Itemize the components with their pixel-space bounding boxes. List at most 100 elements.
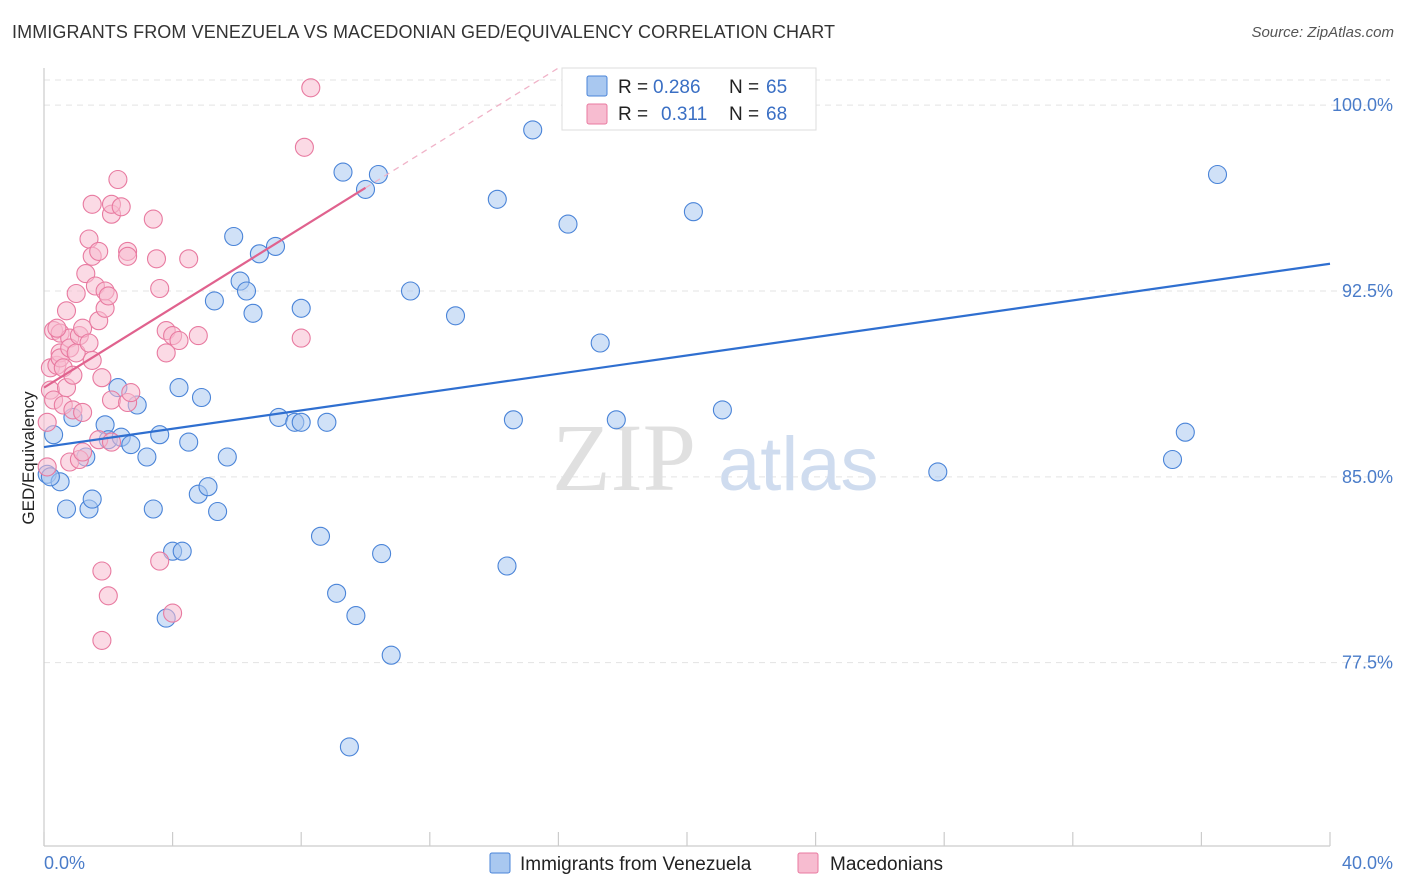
macedonians-point — [294, 137, 314, 157]
macedonians-point — [111, 197, 131, 217]
legend-swatch-pink — [586, 103, 608, 125]
venezuela-point — [497, 556, 517, 576]
y-axis-label: GED/Equivalency — [19, 391, 38, 525]
venezuela-point — [169, 378, 189, 398]
venezuela-point — [121, 435, 141, 455]
bottom-legend: Immigrants from Venezuela Macedonians — [489, 852, 943, 875]
venezuela-point — [346, 606, 366, 626]
x-tick-label-min: 0.0% — [44, 853, 85, 873]
macedonians-point — [98, 286, 118, 306]
legend-r-value-pink: 0.311 — [661, 104, 707, 125]
macedonians-point — [82, 194, 102, 214]
venezuela-point — [82, 489, 102, 509]
venezuela-point — [381, 645, 401, 665]
venezuela-point — [198, 477, 218, 497]
macedonians-point — [150, 551, 170, 571]
macedonians-point — [150, 278, 170, 299]
venezuela-point — [487, 189, 507, 209]
macedonians-point — [92, 368, 112, 388]
macedonians-point — [79, 333, 99, 353]
venezuela-point — [143, 499, 163, 519]
y-tick-label: 77.5% — [1342, 653, 1393, 673]
macedonians-point — [301, 78, 321, 98]
macedonians-point — [188, 326, 208, 346]
venezuela-point — [191, 387, 212, 408]
macedonians-point — [37, 412, 57, 432]
trend-line-venezuela — [43, 262, 1331, 449]
x-tick-marks — [43, 832, 1331, 846]
watermark: ZIP atlas — [552, 404, 879, 511]
venezuela-point — [683, 202, 703, 222]
trend-lines — [43, 67, 1331, 449]
venezuela-point — [1175, 422, 1195, 442]
macedonians-point — [169, 330, 189, 351]
macedonians-point — [163, 603, 183, 623]
legend-n-label-blue: N = — [729, 77, 759, 98]
bottom-legend-swatch-venezuela — [489, 852, 511, 874]
venezuela-point — [310, 526, 331, 546]
venezuela-point — [928, 462, 948, 482]
series-macedonians-points — [37, 78, 321, 650]
macedonians-point — [47, 318, 67, 338]
bottom-legend-label-venezuela: Immigrants from Venezuela — [520, 854, 752, 875]
venezuela-point — [137, 447, 157, 467]
macedonians-point — [291, 328, 311, 348]
macedonians-point — [121, 383, 141, 403]
legend-r-label-blue: R = — [618, 77, 648, 98]
chart-source: Source: ZipAtlas.com — [1251, 24, 1394, 41]
macedonians-point — [156, 343, 176, 363]
venezuela-point — [590, 333, 610, 353]
legend-swatch-blue — [586, 75, 608, 97]
venezuela-point — [327, 583, 347, 603]
y-tick-label: 92.5% — [1342, 281, 1393, 301]
venezuela-point — [179, 432, 199, 452]
venezuela-point — [317, 412, 337, 432]
macedonians-point — [146, 249, 167, 269]
venezuela-point — [400, 281, 421, 301]
venezuela-point — [558, 214, 578, 234]
legend-r-value-blue: 0.286 — [653, 77, 701, 98]
macedonians-point — [118, 246, 138, 266]
macedonians-point — [108, 169, 128, 190]
venezuela-point — [712, 400, 732, 420]
legend-r-label-pink: R = — [618, 104, 648, 125]
venezuela-point — [269, 407, 289, 427]
venezuela-point — [355, 179, 376, 199]
venezuela-point — [1162, 449, 1183, 470]
trend-line-macedonians — [43, 186, 367, 389]
chart-title: IMMIGRANTS FROM VENEZUELA VS MACEDONIAN … — [12, 22, 836, 42]
venezuela-point — [150, 425, 170, 445]
y-tick-labels: 77.5% 85.0% 92.5% 100.0% — [1332, 95, 1393, 672]
macedonians-point — [73, 402, 93, 422]
x-tick-label-max: 40.0% — [1342, 853, 1393, 873]
macedonians-point — [56, 301, 77, 321]
watermark-atlas: atlas — [718, 422, 879, 507]
macedonians-point — [89, 241, 109, 261]
venezuela-point — [291, 298, 311, 318]
venezuela-point — [56, 499, 77, 519]
macedonians-point — [179, 249, 199, 269]
venezuela-point — [204, 291, 224, 311]
venezuela-point — [172, 541, 192, 561]
macedonians-point — [143, 209, 163, 229]
macedonians-point — [37, 457, 57, 477]
venezuela-point — [217, 447, 237, 467]
macedonians-point — [98, 586, 118, 606]
macedonians-point — [92, 561, 112, 581]
venezuela-point — [224, 226, 244, 247]
venezuela-point — [291, 412, 311, 432]
venezuela-point — [606, 410, 626, 430]
trend-line-macedonians-extension — [365, 67, 559, 189]
top-legend: R = 0.286 N = 65 R = 0.311 N = 68 — [561, 67, 817, 131]
venezuela-point — [368, 164, 388, 185]
y-tick-label: 85.0% — [1342, 467, 1393, 487]
venezuela-point — [1207, 164, 1228, 185]
grid-lines — [44, 79, 1390, 664]
venezuela-point — [236, 281, 257, 301]
venezuela-point — [243, 303, 263, 323]
macedonians-point — [92, 630, 112, 650]
macedonians-point — [66, 283, 86, 304]
legend-n-label-pink: N = — [729, 104, 759, 125]
venezuela-point — [339, 737, 359, 757]
